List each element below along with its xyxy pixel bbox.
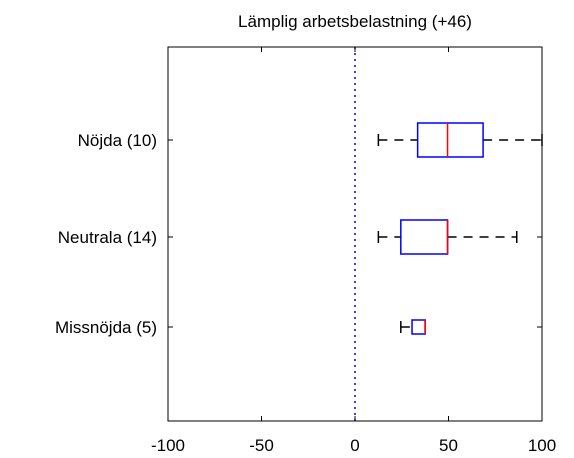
chart-title: Lämplig arbetsbelastning (+46): [238, 12, 472, 31]
chart-marks: [354, 47, 543, 421]
box-iqr: [416, 122, 484, 158]
category-label: Nöjda (10): [78, 131, 157, 150]
x-tick-label: -50: [249, 436, 274, 455]
category-label: Neutrala (14): [58, 228, 157, 247]
x-tick-label: 50: [439, 436, 458, 455]
category-label: Missnöjda (5): [55, 318, 157, 337]
x-axis-ticks: -100 -50 0 50 100: [151, 47, 556, 455]
x-tick-label: 0: [350, 436, 359, 455]
x-tick-label: 100: [528, 436, 556, 455]
category-labels: Nöjda (10) Neutrala (14) Missnöjda (5): [55, 131, 157, 337]
x-tick-label: -100: [151, 436, 185, 455]
